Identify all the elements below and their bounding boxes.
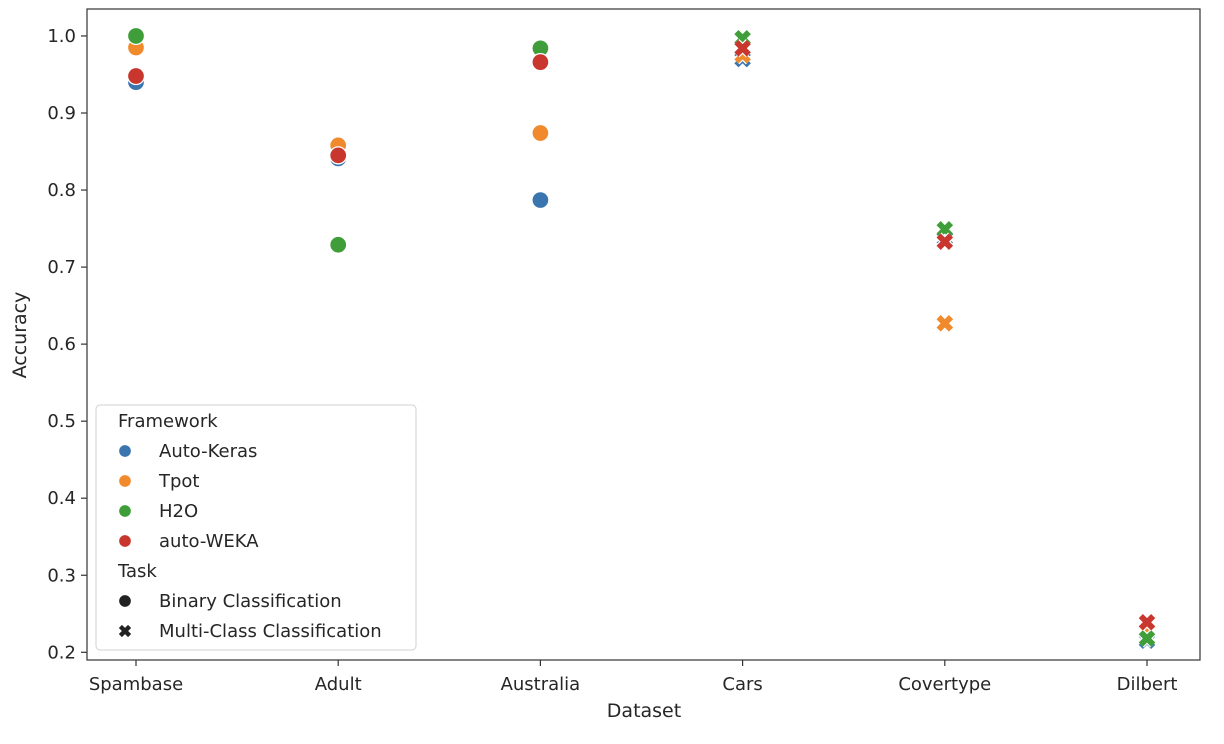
x-tick-label-dilbert: Dilbert (1117, 674, 1178, 695)
point-h2o-dilbert (1137, 629, 1157, 648)
point-tpot-australia (531, 123, 550, 143)
legend-marker-tpot (117, 473, 133, 489)
legend-label-tpot: Tpot (158, 471, 200, 492)
legend-title-task: Task (117, 561, 157, 582)
point-auto-weka-covertype (935, 232, 954, 251)
y-tick-label: 0.5 (47, 411, 76, 432)
y-tick-label: 0.8 (47, 180, 76, 201)
legend-marker-auto-keras (117, 443, 133, 459)
x-axis-label: Dataset (607, 700, 681, 722)
y-tick-label: 0.4 (47, 488, 76, 509)
x-tick-label-australia: Australia (501, 674, 581, 695)
x-axis-ticks: Spambase Adult Australia Cars Covertype Dilbe… (89, 660, 1178, 695)
y-tick-label: 1.0 (47, 26, 76, 47)
legend-label-multi-class-classification: Multi-Class Classification (159, 621, 382, 642)
legend-marker-multi-class-classification (118, 624, 132, 638)
y-axis-ticks: 0.2 0.3 0.4 0.5 0.6 0.7 0.8 0.9 1.0 (47, 26, 87, 663)
x-tick-label-covertype: Covertype (898, 674, 991, 695)
x-tick-label-spambase: Spambase (89, 674, 183, 695)
point-auto-weka-cars (733, 39, 752, 58)
legend-label-h2o: H2O (159, 501, 198, 522)
y-tick-label: 0.7 (47, 257, 76, 278)
point-tpot-covertype (935, 314, 954, 333)
plot-frame (86, 8, 1201, 661)
point-auto-weka-spambase (126, 66, 146, 86)
legend: Framework Auto-Keras Tpot H2O auto-WEKA Tas… (95, 404, 417, 651)
y-axis-label: Accuracy (9, 292, 31, 379)
point-auto-weka-australia (531, 53, 550, 72)
y-tick-label: 0.9 (47, 103, 76, 124)
legend-marker-h2o (117, 503, 133, 519)
y-tick-label: 0.3 (47, 565, 76, 586)
legend-title-framework: Framework (118, 411, 218, 432)
data-points (126, 26, 1157, 650)
legend-label-binary-classification: Binary Classification (159, 591, 342, 612)
legend-marker-auto-weka (117, 533, 133, 549)
point-auto-keras-australia (531, 190, 550, 210)
y-tick-label: 0.6 (47, 334, 76, 355)
legend-marker-binary-classification (117, 593, 133, 609)
point-h2o-adult (329, 235, 348, 254)
y-tick-label: 0.2 (47, 642, 76, 663)
x-tick-label-cars: Cars (722, 674, 762, 695)
legend-box (95, 404, 417, 651)
legend-label-auto-weka: auto-WEKA (159, 531, 259, 552)
point-auto-weka-dilbert (1137, 613, 1157, 632)
x-tick-label-adult: Adult (315, 674, 362, 695)
legend-label-auto-keras: Auto-Keras (159, 441, 257, 462)
point-h2o-spambase (126, 26, 146, 46)
point-auto-weka-adult (329, 146, 348, 165)
